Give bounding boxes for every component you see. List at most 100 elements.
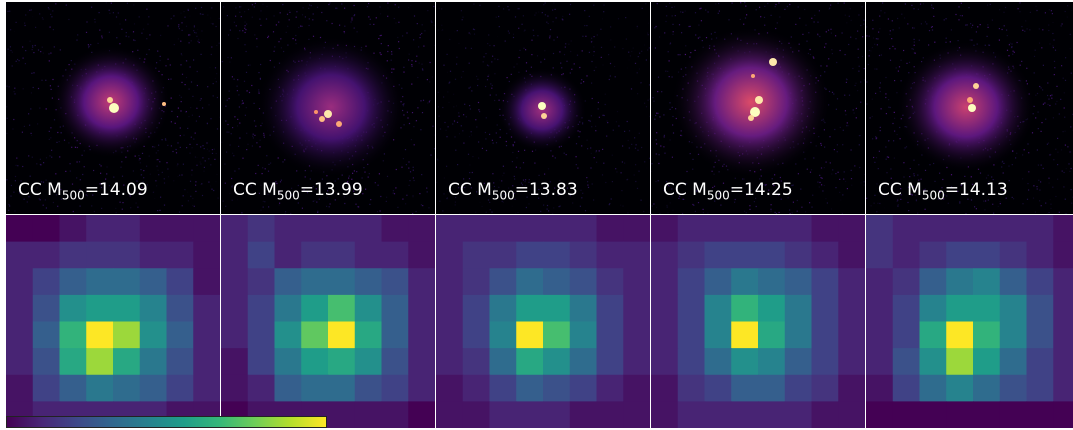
- pixel-cell: [436, 375, 463, 402]
- pixel-cell: [167, 242, 194, 269]
- pixel-cell: [140, 322, 167, 349]
- pixel-cell: [597, 242, 624, 269]
- pixel-cell: [1027, 295, 1054, 322]
- pixel-cell: [543, 268, 570, 295]
- pixel-cell: [973, 242, 1000, 269]
- pixel-cell: [140, 375, 167, 402]
- pixel-cell: [463, 375, 490, 402]
- pixel-cell: [221, 322, 248, 349]
- pixel-cell: [678, 375, 705, 402]
- cluster-mass-label: CC M500=13.83: [448, 180, 578, 202]
- xray-map-panel: CC M500=14.13: [866, 2, 1073, 214]
- pixel-cell: [193, 268, 220, 295]
- pixel-cell: [893, 215, 920, 242]
- pixel-cell: [973, 215, 1000, 242]
- pixel-cell: [86, 348, 113, 375]
- pixel-cell: [597, 295, 624, 322]
- pixel-cell: [543, 375, 570, 402]
- pixel-cell: [597, 322, 624, 349]
- pixel-cell: [705, 268, 732, 295]
- pixel-cell: [33, 375, 60, 402]
- pixel-cell: [920, 242, 947, 269]
- pixel-cell: [785, 348, 812, 375]
- pixel-cell: [436, 401, 463, 428]
- pixel-cell: [275, 268, 302, 295]
- pixel-cell: [812, 242, 839, 269]
- pixel-cell: [33, 348, 60, 375]
- pixel-cell: [490, 401, 517, 428]
- pixel-cell: [113, 215, 140, 242]
- pixel-cell: [543, 401, 570, 428]
- label-value: =14.13: [945, 180, 1008, 200]
- pixel-cell: [193, 322, 220, 349]
- pixel-cell: [436, 348, 463, 375]
- pixel-cell: [248, 215, 275, 242]
- pixel-cell: [543, 348, 570, 375]
- label-prefix: CC M: [878, 180, 922, 200]
- pixel-cell: [248, 242, 275, 269]
- pixel-cell: [113, 242, 140, 269]
- pixel-cell: [812, 215, 839, 242]
- pixel-cell: [355, 242, 382, 269]
- pixel-cell: [543, 322, 570, 349]
- pixel-cell: [623, 295, 650, 322]
- pixel-cell: [758, 401, 785, 428]
- pixel-cell: [463, 401, 490, 428]
- pixel-cell: [6, 242, 33, 269]
- label-prefix: CC M: [233, 180, 277, 200]
- pixel-cell: [543, 295, 570, 322]
- pixel-cell: [516, 295, 543, 322]
- cluster-mass-label: CC M500=14.09: [18, 180, 148, 202]
- pixel-cell: [973, 375, 1000, 402]
- pixel-cell: [436, 322, 463, 349]
- pixel-cell: [382, 268, 409, 295]
- pixel-cell: [973, 322, 1000, 349]
- pixel-cell: [140, 348, 167, 375]
- pixel-cell: [866, 215, 893, 242]
- pixel-cell: [86, 375, 113, 402]
- pixel-cell: [6, 375, 33, 402]
- pixel-cell: [140, 268, 167, 295]
- pixel-cell: [328, 242, 355, 269]
- pixel-cell: [946, 375, 973, 402]
- cluster-mass-label: CC M500=14.13: [878, 180, 1008, 202]
- pixel-cell: [597, 268, 624, 295]
- pixel-cell: [758, 322, 785, 349]
- pixel-cell: [785, 322, 812, 349]
- pixel-cell: [436, 295, 463, 322]
- pixel-cell: [946, 242, 973, 269]
- pixel-cell: [731, 268, 758, 295]
- pixel-cell: [973, 295, 1000, 322]
- pixel-cell: [516, 242, 543, 269]
- pixel-cell: [408, 348, 435, 375]
- pixel-cell: [328, 375, 355, 402]
- pixel-cell: [570, 401, 597, 428]
- pixel-cell: [651, 375, 678, 402]
- pixel-cell: [866, 242, 893, 269]
- pixel-cell: [60, 348, 87, 375]
- pixel-cell: [408, 401, 435, 428]
- pixel-cell: [623, 215, 650, 242]
- pixel-cell: [920, 348, 947, 375]
- pixel-cell: [86, 268, 113, 295]
- pixel-cell: [60, 375, 87, 402]
- pixel-cell: [140, 242, 167, 269]
- pixel-map-image: [651, 215, 865, 428]
- pixel-cell: [946, 215, 973, 242]
- pixel-cell: [866, 322, 893, 349]
- pixel-cell: [705, 215, 732, 242]
- pixel-cell: [758, 215, 785, 242]
- pixel-cell: [221, 348, 248, 375]
- pixel-cell: [408, 242, 435, 269]
- pixel-cell: [838, 348, 865, 375]
- pixel-cell: [516, 375, 543, 402]
- pixel-cell: [731, 375, 758, 402]
- pixel-cell: [1053, 215, 1073, 242]
- pixel-cell: [946, 322, 973, 349]
- pixel-cell: [490, 375, 517, 402]
- pixel-cell: [6, 348, 33, 375]
- pixel-cell: [623, 401, 650, 428]
- pixel-cell: [1027, 242, 1054, 269]
- pixel-cell: [86, 295, 113, 322]
- pixel-cell: [60, 215, 87, 242]
